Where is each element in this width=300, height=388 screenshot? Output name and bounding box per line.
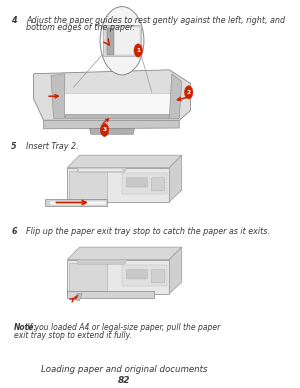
Text: Insert Tray 2.: Insert Tray 2. bbox=[26, 142, 79, 151]
Polygon shape bbox=[67, 155, 182, 168]
Text: exit tray stop to extend it fully.: exit tray stop to extend it fully. bbox=[14, 331, 132, 340]
Text: Flip up the paper exit tray stop to catch the paper as it exits.: Flip up the paper exit tray stop to catc… bbox=[26, 227, 270, 236]
Polygon shape bbox=[57, 93, 174, 116]
FancyBboxPatch shape bbox=[152, 178, 165, 191]
Polygon shape bbox=[103, 25, 141, 56]
Text: Note:: Note: bbox=[14, 323, 37, 332]
Polygon shape bbox=[169, 247, 182, 294]
Polygon shape bbox=[113, 27, 140, 55]
Polygon shape bbox=[65, 114, 169, 118]
Text: 82: 82 bbox=[118, 376, 131, 385]
Circle shape bbox=[134, 44, 142, 57]
Polygon shape bbox=[69, 263, 107, 291]
Polygon shape bbox=[74, 294, 82, 301]
Polygon shape bbox=[44, 120, 179, 129]
Polygon shape bbox=[67, 247, 182, 260]
Polygon shape bbox=[45, 199, 107, 206]
Polygon shape bbox=[79, 169, 122, 171]
Circle shape bbox=[100, 123, 109, 137]
Text: If you loaded A4 or legal-size paper, pull the paper: If you loaded A4 or legal-size paper, pu… bbox=[25, 323, 220, 332]
Text: 3: 3 bbox=[103, 128, 106, 132]
Polygon shape bbox=[69, 171, 107, 199]
Polygon shape bbox=[169, 155, 182, 202]
Polygon shape bbox=[74, 295, 78, 300]
Text: 2: 2 bbox=[187, 90, 191, 95]
FancyBboxPatch shape bbox=[127, 270, 147, 279]
Polygon shape bbox=[169, 74, 182, 118]
Text: 6: 6 bbox=[11, 227, 17, 236]
Text: 1: 1 bbox=[136, 48, 140, 53]
Polygon shape bbox=[34, 70, 190, 120]
FancyBboxPatch shape bbox=[127, 178, 147, 187]
Text: Loading paper and original documents: Loading paper and original documents bbox=[41, 365, 208, 374]
Polygon shape bbox=[77, 260, 127, 264]
Polygon shape bbox=[67, 260, 169, 294]
Text: Adjust the paper guides to rest gently against the left, right, and: Adjust the paper guides to rest gently a… bbox=[26, 16, 285, 24]
FancyBboxPatch shape bbox=[152, 270, 165, 283]
Circle shape bbox=[184, 86, 193, 99]
Text: 4: 4 bbox=[11, 16, 17, 24]
Text: 5: 5 bbox=[11, 142, 17, 151]
Polygon shape bbox=[67, 168, 169, 202]
Polygon shape bbox=[122, 173, 167, 194]
Polygon shape bbox=[90, 129, 134, 134]
Polygon shape bbox=[122, 265, 167, 286]
Polygon shape bbox=[51, 74, 65, 118]
Polygon shape bbox=[106, 28, 114, 55]
Text: bottom edges of the paper.: bottom edges of the paper. bbox=[26, 23, 135, 32]
Circle shape bbox=[100, 7, 144, 75]
Polygon shape bbox=[50, 201, 106, 205]
Polygon shape bbox=[67, 291, 154, 298]
Polygon shape bbox=[77, 168, 127, 172]
